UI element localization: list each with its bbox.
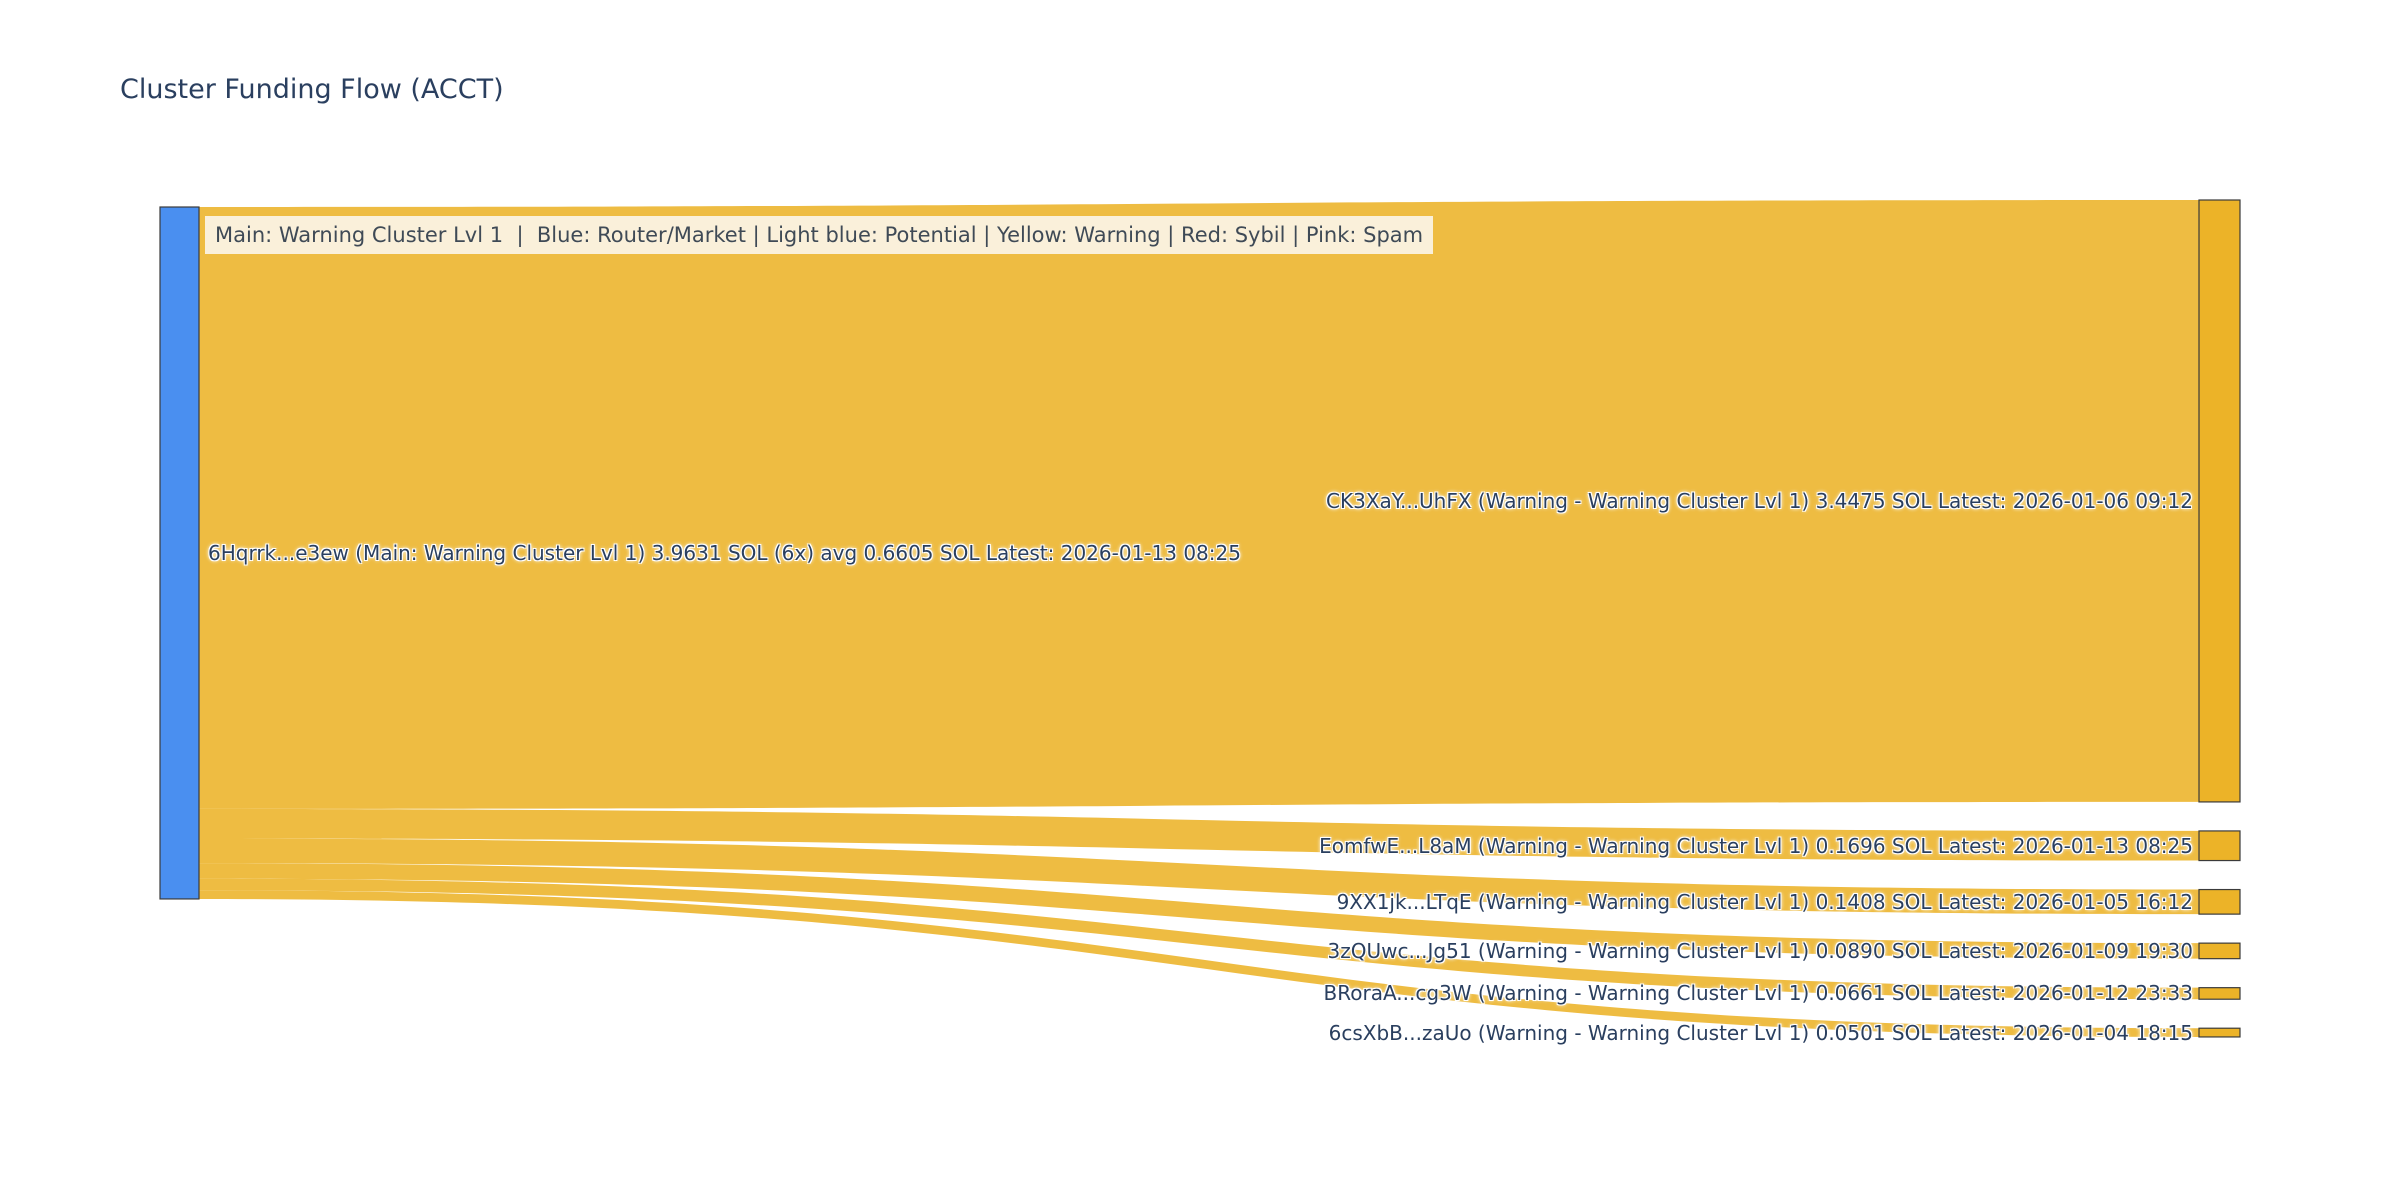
sankey-node-target-2[interactable] bbox=[2198, 888, 2241, 915]
sankey-link-5[interactable] bbox=[199, 890, 2199, 1037]
sankey-node-target-3[interactable] bbox=[2198, 942, 2241, 960]
sankey-link-2[interactable] bbox=[199, 838, 2199, 915]
chart-title: Cluster Funding Flow (ACCT) bbox=[120, 74, 504, 105]
sankey-link-0[interactable] bbox=[199, 200, 2199, 809]
sankey-link-1[interactable] bbox=[199, 808, 2199, 861]
legend-annotation: Main: Warning Cluster Lvl 1 | Blue: Rout… bbox=[205, 216, 1434, 254]
sankey-node-target-4[interactable] bbox=[2198, 987, 2241, 1000]
sankey-link-4[interactable] bbox=[199, 878, 2199, 1000]
sankey-node-target-1[interactable] bbox=[2198, 830, 2241, 862]
sankey-node-target-5[interactable] bbox=[2198, 1027, 2241, 1038]
sankey-link-3[interactable] bbox=[199, 863, 2199, 959]
sankey-node-target-0[interactable] bbox=[2198, 199, 2241, 803]
sankey-node-source[interactable] bbox=[159, 206, 200, 900]
